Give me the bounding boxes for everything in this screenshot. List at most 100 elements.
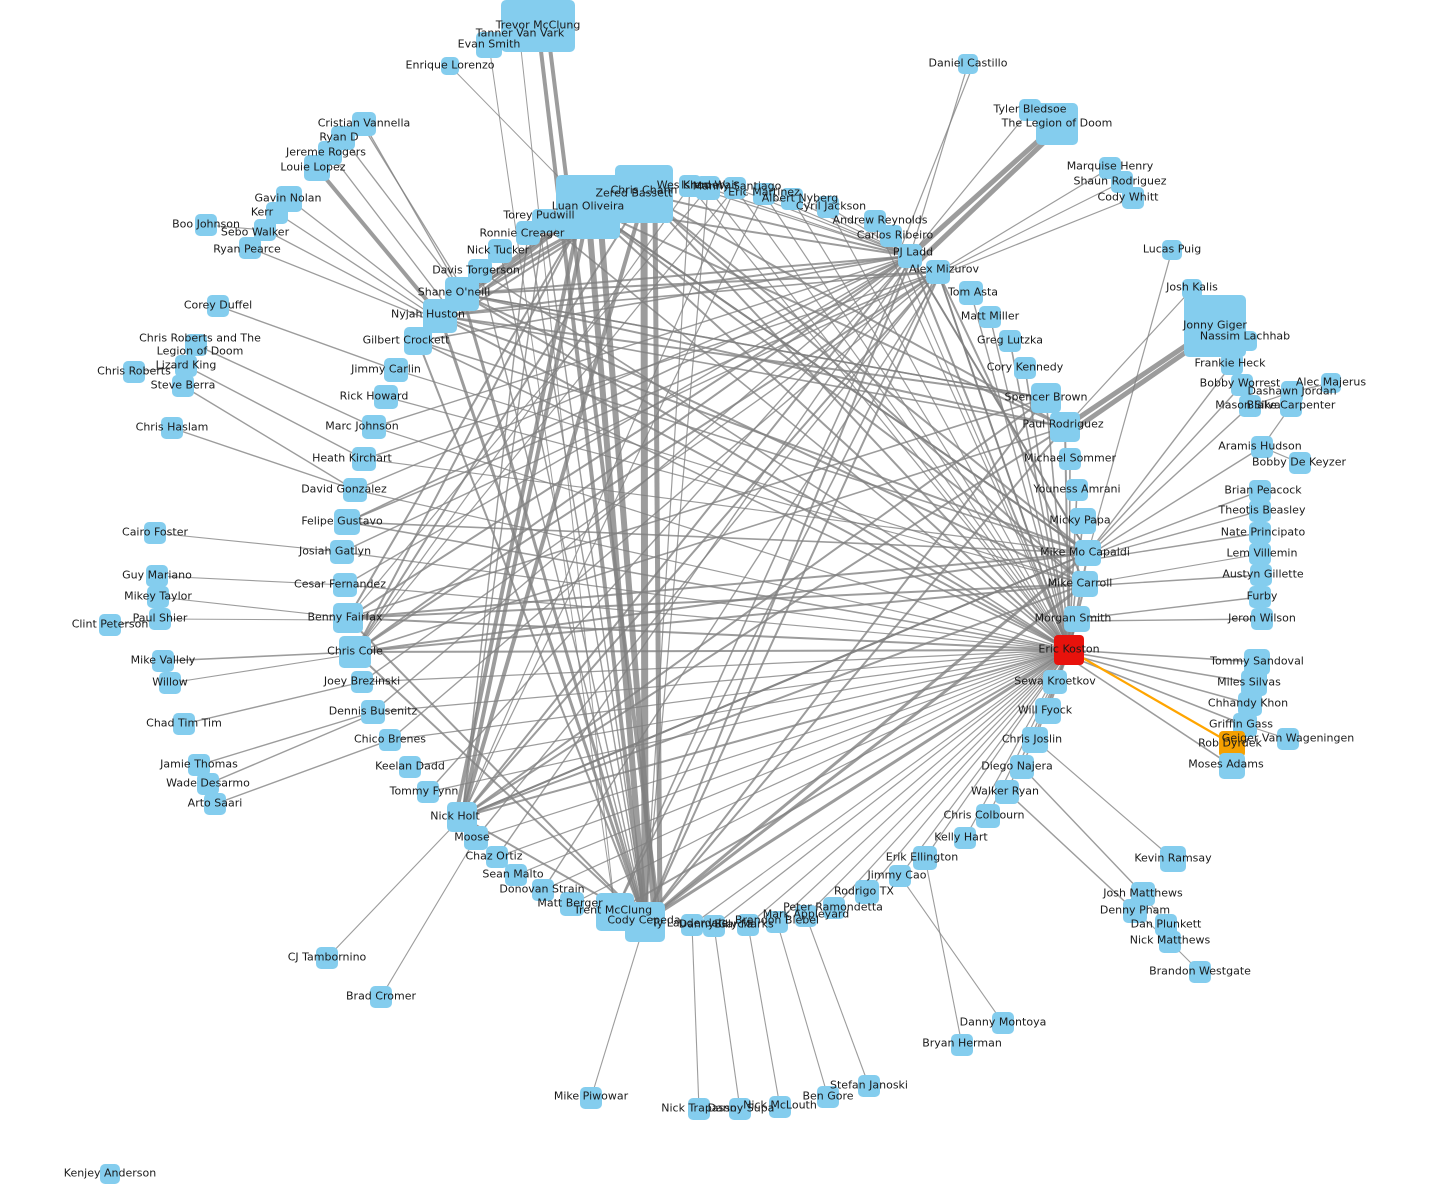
graph-node[interactable] <box>333 603 363 633</box>
graph-node[interactable] <box>1241 670 1267 696</box>
graph-node[interactable] <box>1054 635 1084 665</box>
graph-node[interactable] <box>1059 448 1081 470</box>
graph-node[interactable] <box>266 202 288 224</box>
graph-node[interactable] <box>152 650 174 672</box>
graph-node[interactable] <box>1075 540 1101 566</box>
graph-node[interactable] <box>1249 586 1271 608</box>
graph-node[interactable] <box>979 306 1001 328</box>
graph-node[interactable] <box>1182 279 1202 299</box>
graph-node[interactable] <box>999 330 1021 352</box>
graph-node[interactable] <box>1159 931 1181 953</box>
graph-node[interactable] <box>441 57 459 75</box>
graph-node[interactable] <box>1321 373 1341 393</box>
graph-node[interactable] <box>1036 103 1078 145</box>
graph-node[interactable] <box>1221 353 1243 375</box>
graph-node[interactable] <box>173 713 195 735</box>
graph-node[interactable] <box>926 260 950 284</box>
graph-node[interactable] <box>144 522 166 544</box>
graph-node[interactable] <box>995 780 1019 804</box>
graph-node[interactable] <box>1249 500 1271 522</box>
graph-node[interactable] <box>374 385 398 409</box>
graph-node[interactable] <box>1239 395 1261 417</box>
graph-node[interactable] <box>817 196 839 218</box>
graph-node[interactable] <box>1064 606 1090 632</box>
graph-node[interactable] <box>696 176 720 200</box>
graph-node[interactable] <box>1219 731 1245 757</box>
graph-node[interactable] <box>399 756 421 778</box>
graph-node[interactable] <box>343 478 367 502</box>
graph-node[interactable] <box>351 671 373 693</box>
graph-node[interactable] <box>855 880 879 904</box>
graph-node[interactable] <box>476 32 502 58</box>
graph-node[interactable] <box>207 295 229 317</box>
graph-node[interactable] <box>1219 753 1245 779</box>
graph-node[interactable] <box>1070 508 1096 534</box>
graph-node[interactable] <box>516 221 540 245</box>
graph-node[interactable] <box>1160 846 1186 872</box>
graph-node[interactable] <box>703 915 725 937</box>
graph-node[interactable] <box>254 219 276 241</box>
graph-node[interactable] <box>880 225 902 247</box>
graph-node[interactable] <box>1249 543 1271 565</box>
graph-node[interactable] <box>1250 564 1272 586</box>
graph-node[interactable] <box>362 415 386 439</box>
graph-node[interactable] <box>147 586 169 608</box>
graph-node[interactable] <box>959 281 983 305</box>
graph-node[interactable] <box>729 1098 751 1120</box>
graph-node[interactable] <box>334 509 360 535</box>
graph-node[interactable] <box>100 1164 120 1184</box>
graph-node[interactable] <box>781 188 803 210</box>
graph-node[interactable] <box>1031 383 1061 413</box>
graph-node[interactable] <box>580 1087 602 1109</box>
graph-node[interactable] <box>99 614 121 636</box>
graph-node[interactable] <box>532 879 554 901</box>
graph-node[interactable] <box>1289 452 1311 474</box>
graph-node[interactable] <box>239 237 261 259</box>
graph-node[interactable] <box>404 327 432 355</box>
graph-node[interactable] <box>560 892 584 916</box>
graph-node[interactable] <box>316 947 338 969</box>
graph-node[interactable] <box>1189 961 1211 983</box>
graph-node[interactable] <box>175 355 197 377</box>
graph-node[interactable] <box>817 1086 839 1108</box>
graph-node[interactable] <box>197 773 219 795</box>
graph-node[interactable] <box>464 826 488 850</box>
graph-node[interactable] <box>159 672 181 694</box>
graph-node[interactable] <box>1237 331 1257 351</box>
graph-node[interactable] <box>195 214 217 236</box>
graph-node[interactable] <box>352 447 376 471</box>
graph-node[interactable] <box>304 155 330 181</box>
graph-node[interactable] <box>146 565 168 587</box>
graph-node[interactable] <box>898 244 922 268</box>
graph-node[interactable] <box>1072 571 1098 597</box>
graph-node[interactable] <box>1066 479 1088 501</box>
graph-node[interactable] <box>556 175 620 239</box>
graph-node[interactable] <box>1249 522 1271 544</box>
graph-node[interactable] <box>976 804 1000 828</box>
graph-node[interactable] <box>361 700 385 724</box>
graph-node[interactable] <box>172 375 194 397</box>
graph-node[interactable] <box>1019 99 1041 121</box>
graph-node[interactable] <box>1184 295 1246 357</box>
graph-node[interactable] <box>486 846 508 868</box>
graph-node[interactable] <box>1251 436 1273 458</box>
graph-node[interactable] <box>992 1012 1014 1034</box>
graph-node[interactable] <box>889 865 911 887</box>
graph-node[interactable] <box>370 986 392 1008</box>
graph-node[interactable] <box>1231 374 1253 396</box>
graph-node[interactable] <box>1162 240 1182 260</box>
graph-node[interactable] <box>766 911 788 933</box>
graph-node[interactable] <box>1014 357 1036 379</box>
graph-node[interactable] <box>123 361 145 383</box>
graph-node[interactable] <box>1251 608 1273 630</box>
graph-node[interactable] <box>1010 755 1034 779</box>
graph-node[interactable] <box>913 846 937 870</box>
graph-node[interactable] <box>951 1034 973 1056</box>
graph-node[interactable] <box>204 793 226 815</box>
graph-node[interactable] <box>958 54 978 74</box>
graph-node[interactable] <box>509 29 531 51</box>
graph-node[interactable] <box>505 864 527 886</box>
graph-node[interactable] <box>1035 698 1061 724</box>
graph-node[interactable] <box>188 754 210 776</box>
graph-node[interactable] <box>379 729 401 751</box>
